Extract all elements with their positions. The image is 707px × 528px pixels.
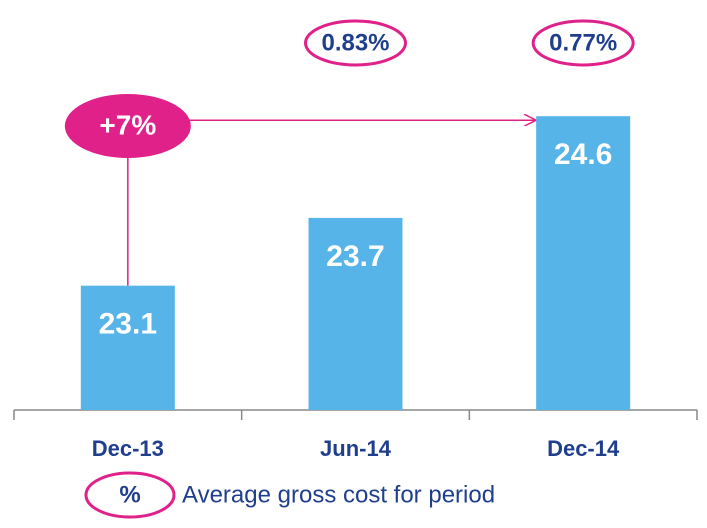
cost-ellipse xyxy=(304,19,407,67)
bar xyxy=(80,285,175,410)
cost-label: 0.83% xyxy=(321,29,389,56)
value-label: 24.6 xyxy=(554,138,612,171)
cost-ellipse xyxy=(531,19,635,67)
growth-ellipse xyxy=(64,94,191,158)
legend-symbol-ellipse xyxy=(84,471,176,519)
cost-label: 0.77% xyxy=(549,29,617,56)
bar xyxy=(308,217,403,410)
bar xyxy=(536,116,631,410)
x-tick-label: Jun-14 xyxy=(320,436,392,461)
legend-symbol: % xyxy=(119,481,140,508)
x-tick-label: Dec-14 xyxy=(547,436,620,461)
growth-label: +7% xyxy=(99,109,156,140)
value-label: 23.1 xyxy=(99,308,157,341)
value-label: 23.7 xyxy=(326,240,384,273)
x-tick-label: Dec-13 xyxy=(92,436,164,461)
legend-text: Average gross cost for period xyxy=(182,481,495,508)
